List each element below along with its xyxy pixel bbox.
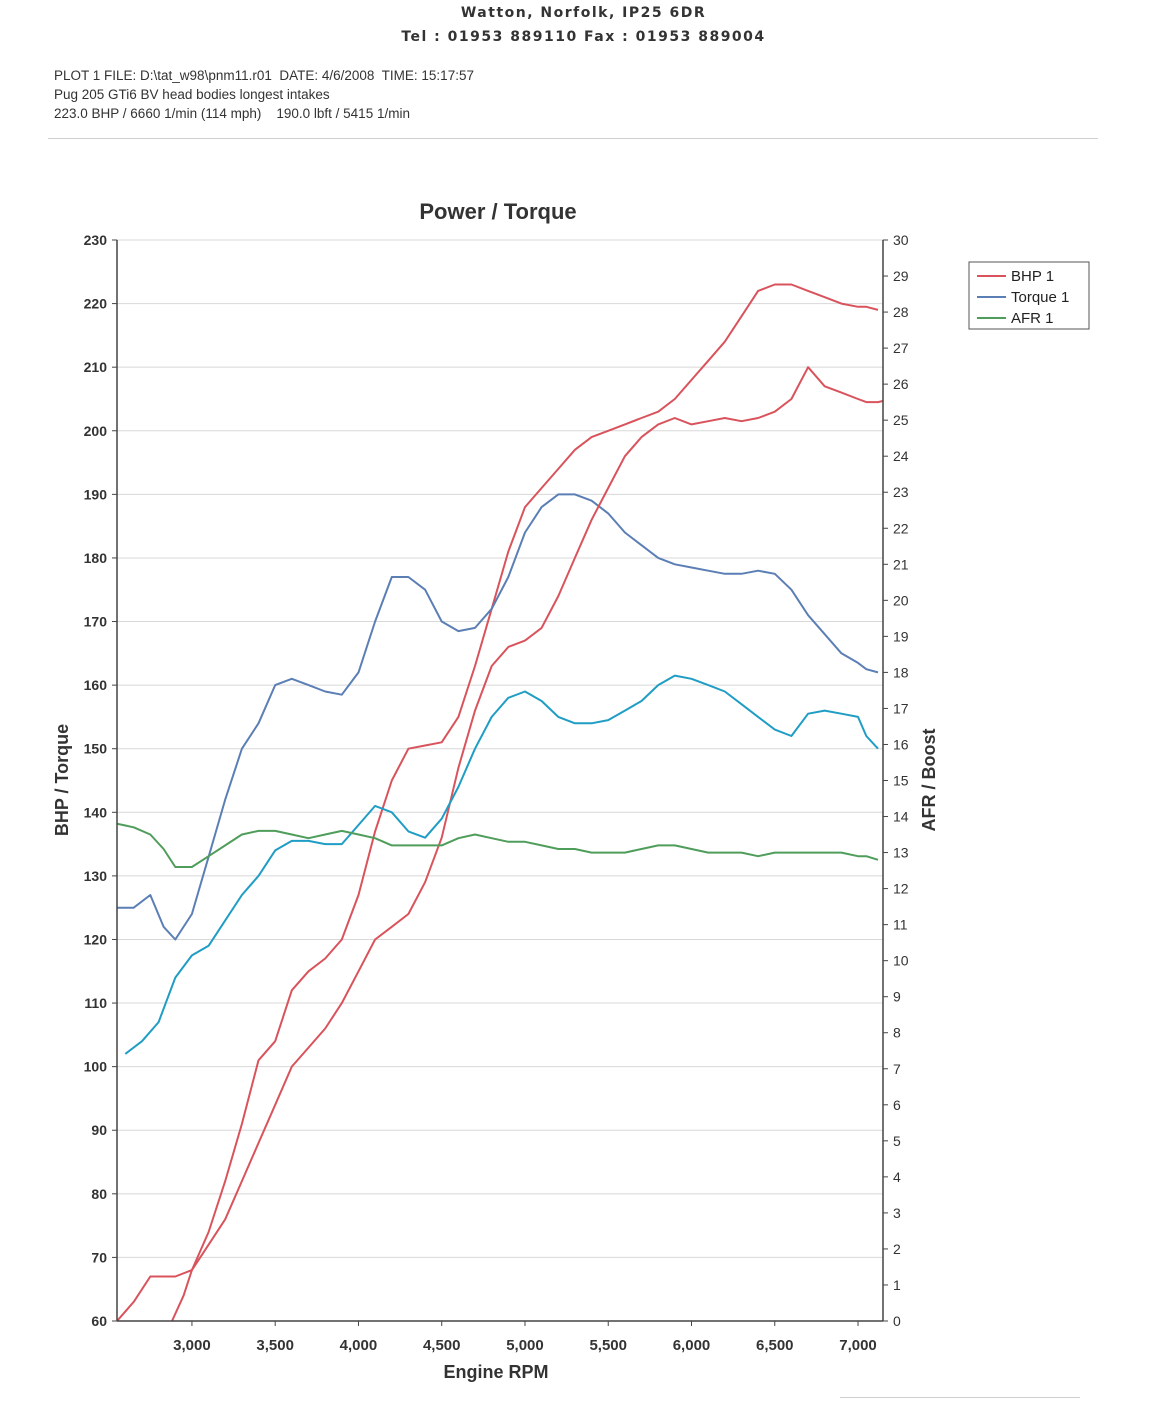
y2-tick-label: 7 <box>893 1061 901 1077</box>
x-tick-label: 3,000 <box>173 1337 211 1354</box>
y-tick-label: 150 <box>84 741 108 757</box>
series-line-0 <box>117 283 879 1321</box>
series-lines <box>117 283 883 1321</box>
y-tick-label: 190 <box>84 486 108 502</box>
series-line-3 <box>124 674 879 1055</box>
y2-tick-label: 1 <box>893 1277 901 1293</box>
x-tick-label: 6,000 <box>673 1337 711 1354</box>
y-axis-label: BHP / Torque <box>52 724 72 836</box>
y-tick-label: 120 <box>84 931 108 947</box>
legend: BHP 1 Torque 1 AFR 1 <box>968 261 1090 330</box>
y2-tick-label: 0 <box>893 1313 901 1329</box>
y2-tick-label: 5 <box>893 1133 901 1149</box>
top-divider <box>48 138 1098 139</box>
y-tick-label: 210 <box>84 359 108 375</box>
y-tick-label: 130 <box>84 868 108 884</box>
y2-tick-label: 16 <box>893 736 909 752</box>
y2-tick-label: 25 <box>893 412 909 428</box>
y2-tick-label: 14 <box>893 809 909 825</box>
plot-info-line-2: Pug 205 GTi6 BV head bodies longest inta… <box>54 87 330 102</box>
y2-tick-label: 26 <box>893 376 909 392</box>
contact-line: Tel : 01953 889110 Fax : 01953 889004 <box>401 29 766 45</box>
plot-info-line-1: PLOT 1 FILE: D:\tat_w98\pnm11.r01 DATE: … <box>54 68 474 83</box>
address-line: Watton, Norfolk, IP25 6DR <box>460 5 707 21</box>
y2-tick-label: 17 <box>893 700 909 716</box>
y-tick-label: 110 <box>84 995 107 1011</box>
y-tick-label: 160 <box>84 677 108 693</box>
x-tick-label: 6,500 <box>756 1337 794 1354</box>
legend-label: Torque 1 <box>1011 289 1069 306</box>
y-tick-label: 80 <box>91 1186 107 1202</box>
y2-tick-label: 10 <box>893 953 909 969</box>
y2-tick-label: 8 <box>893 1025 901 1041</box>
y2-tick-label: 30 <box>893 232 909 248</box>
y2-tick-label: 23 <box>893 484 909 500</box>
x-tick-label: 5,000 <box>506 1337 544 1354</box>
x-tick-label: 4,500 <box>423 1337 461 1354</box>
y2-tick-label: 3 <box>893 1205 901 1221</box>
y-tick-label: 170 <box>84 614 108 630</box>
x-axis-label: Engine RPM <box>443 1362 548 1382</box>
y2-axis-label: AFR / Boost <box>919 729 939 832</box>
y2-tick-label: 13 <box>893 845 909 861</box>
x-tick-label: 4,000 <box>340 1337 378 1354</box>
bottom-divider <box>840 1397 1080 1398</box>
y2-tick-label: 20 <box>893 592 909 608</box>
axes: 6070809010011012013014015016017018019020… <box>84 232 909 1354</box>
series-line-2 <box>171 366 883 1321</box>
y2-tick-label: 2 <box>893 1241 901 1257</box>
y2-tick-label: 24 <box>893 448 909 464</box>
y-tick-label: 200 <box>84 423 108 439</box>
y-tick-label: 100 <box>84 1059 108 1075</box>
y2-tick-label: 9 <box>893 989 901 1005</box>
y-tick-label: 180 <box>84 550 108 566</box>
y2-tick-label: 27 <box>893 340 909 356</box>
y2-tick-label: 6 <box>893 1097 901 1113</box>
y-tick-label: 60 <box>91 1313 107 1329</box>
y2-tick-label: 28 <box>893 304 909 320</box>
y-tick-label: 230 <box>84 232 108 248</box>
series-line-4 <box>117 822 879 868</box>
y-tick-label: 140 <box>84 804 108 820</box>
y2-tick-label: 22 <box>893 520 909 536</box>
y-tick-label: 70 <box>91 1249 107 1265</box>
y2-tick-label: 21 <box>893 556 909 572</box>
y2-tick-label: 19 <box>893 628 909 644</box>
x-tick-label: 7,000 <box>839 1337 877 1354</box>
chart-title: Power / Torque <box>419 199 576 224</box>
y2-tick-label: 18 <box>893 664 909 680</box>
plot-info-line-3: 223.0 BHP / 6660 1/min (114 mph) 190.0 l… <box>54 106 410 121</box>
x-tick-label: 3,500 <box>256 1337 294 1354</box>
y2-tick-label: 11 <box>893 917 908 933</box>
y-tick-label: 90 <box>91 1122 107 1138</box>
y2-tick-label: 12 <box>893 881 909 897</box>
y2-tick-label: 4 <box>893 1169 901 1185</box>
legend-label: AFR 1 <box>1011 310 1054 327</box>
y2-tick-label: 29 <box>893 268 909 284</box>
y2-tick-label: 15 <box>893 773 909 789</box>
legend-label: BHP 1 <box>1011 268 1054 285</box>
series-line-1 <box>117 493 879 941</box>
x-tick-label: 5,500 <box>589 1337 627 1354</box>
y-tick-label: 220 <box>84 296 108 312</box>
